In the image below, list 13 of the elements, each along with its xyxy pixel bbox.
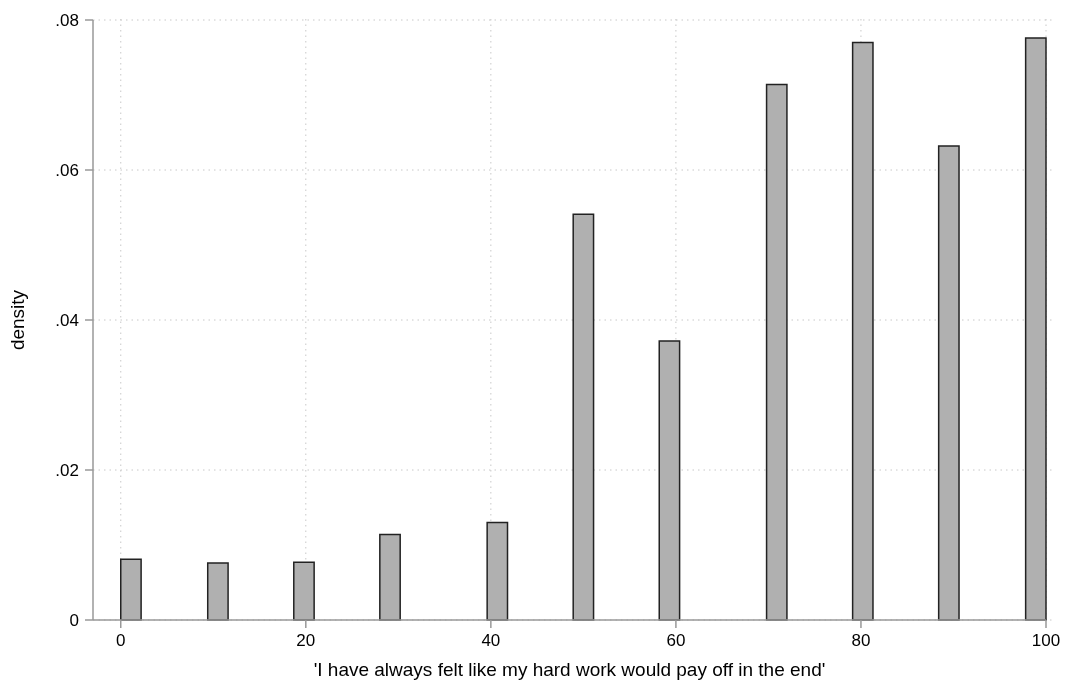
y-tick-label: .08 xyxy=(55,11,79,30)
y-axis-title: density xyxy=(7,289,28,351)
x-axis-title: 'I have always felt like my hard work would pay off in the end' xyxy=(313,659,826,680)
x-tick-label: 60 xyxy=(666,631,686,650)
y-tick-label: .02 xyxy=(55,461,79,480)
x-tick-label: 100 xyxy=(1031,631,1061,650)
y-tick-label: 0 xyxy=(69,611,79,630)
x-tick-label: 20 xyxy=(296,631,316,650)
y-tick-label: .04 xyxy=(55,311,79,330)
x-tick-label: 80 xyxy=(851,631,871,650)
x-tick-label: 40 xyxy=(481,631,501,650)
y-tick-label: .06 xyxy=(55,161,79,180)
x-tick-label: 0 xyxy=(116,631,126,650)
